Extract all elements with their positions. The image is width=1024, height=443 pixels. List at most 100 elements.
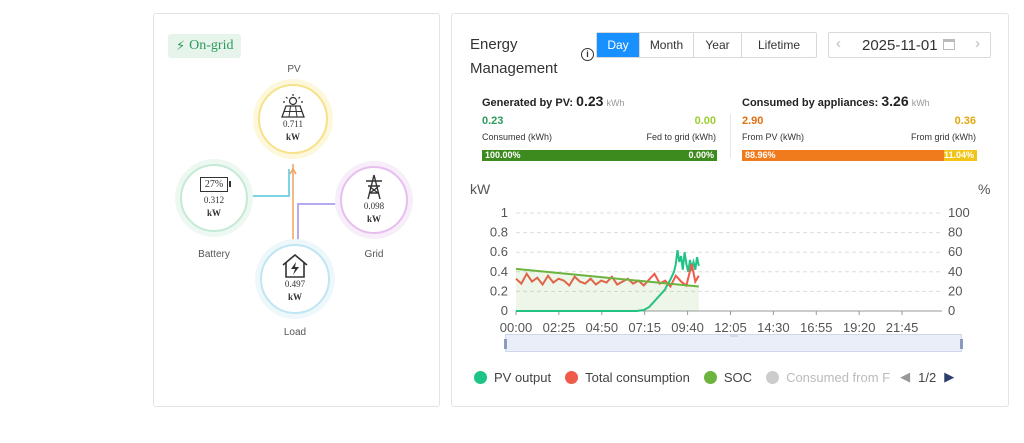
grid-status-text: On-grid bbox=[189, 38, 234, 53]
load-label: Load bbox=[283, 327, 307, 338]
legend-label: Total consumption bbox=[585, 369, 690, 385]
legend-total-consumption[interactable]: Total consumption bbox=[565, 370, 690, 385]
battery-unit: kW bbox=[206, 207, 221, 218]
chart-legend: PV output Total consumption SOC Consumed… bbox=[474, 369, 954, 385]
legend-label: SOC bbox=[723, 369, 753, 385]
load-value: 0.497 bbox=[284, 279, 306, 289]
battery-icon: 27% bbox=[200, 176, 231, 192]
grid-status-badge: ⚡︎ On-grid bbox=[168, 34, 242, 58]
load-unit: kW bbox=[287, 292, 302, 302]
solar-panel-icon bbox=[281, 94, 305, 118]
x-tick-label: 21:45 bbox=[886, 320, 919, 335]
slider-handle-top[interactable] bbox=[730, 334, 738, 337]
consumed-unit: kWh bbox=[911, 98, 930, 108]
slider-handle-left[interactable] bbox=[504, 339, 507, 349]
pv-value: 0.711 bbox=[283, 119, 303, 129]
legend-next-icon[interactable]: ▶ bbox=[944, 369, 955, 384]
generated-summary: Generated by PV: 0.23 kWh bbox=[482, 93, 624, 109]
y-tick-label: 0.2 bbox=[490, 283, 508, 298]
x-tick-label: 12:05 bbox=[714, 320, 747, 335]
x-tick-label: 02:25 bbox=[543, 320, 576, 335]
fed-to-grid-value: 0.00 bbox=[694, 115, 716, 127]
consumed-summary: Consumed by appliances: 3.26 kWh bbox=[742, 93, 930, 109]
tab-month[interactable]: Month bbox=[640, 33, 694, 57]
generated-value: 0.23 bbox=[576, 93, 604, 109]
x-tick-label: 16:55 bbox=[800, 320, 833, 335]
from-pv-value: 2.90 bbox=[742, 115, 764, 127]
series-line-soc bbox=[515, 267, 699, 288]
tab-year[interactable]: Year bbox=[694, 33, 742, 57]
load-node[interactable]: 0.497 kW bbox=[260, 244, 330, 314]
pv-label: PV bbox=[287, 64, 301, 75]
generated-label: Generated by PV: bbox=[482, 97, 574, 109]
from-grid-label: From grid (kWh) bbox=[911, 132, 976, 142]
y2-tick-label: 20 bbox=[948, 283, 962, 298]
generated-bar-left: 100.00% bbox=[485, 150, 521, 160]
pv-consumed-value: 0.23 bbox=[482, 115, 504, 127]
slider-handle-right[interactable] bbox=[960, 339, 963, 349]
soc-area bbox=[516, 268, 699, 311]
battery-value: 0.312 bbox=[203, 194, 225, 205]
tab-lifetime[interactable]: Lifetime bbox=[757, 38, 801, 52]
energy-chart[interactable]: kW % 1 0.8 0.6 0.4 0.2 0 100 80 60 40 20 0 00:00 02:25 0… bbox=[452, 166, 1008, 341]
x-tick-label: 19:20 bbox=[843, 320, 876, 335]
consumed-ratio-bar: 88.96% 11.04% bbox=[742, 150, 977, 161]
consumed-value: 3.26 bbox=[881, 93, 909, 109]
panel-title: Energy Management bbox=[470, 36, 558, 77]
grid-node[interactable]: 0.098 kW bbox=[340, 166, 408, 234]
consumed-label: Consumed by appliances: bbox=[742, 97, 879, 109]
prev-date-icon[interactable]: ‹ bbox=[836, 35, 841, 52]
y2-tick-label: 100 bbox=[948, 205, 970, 220]
y-tick-label: 0 bbox=[501, 303, 508, 318]
grid-label: Grid bbox=[364, 249, 384, 260]
energy-management-panel: Energy Management i Day Month Year Lifet… bbox=[451, 13, 1009, 407]
x-tick-label: 07:15 bbox=[628, 320, 661, 335]
y2-tick-label: 80 bbox=[948, 225, 962, 240]
from-pv-label: From PV (kWh) bbox=[742, 132, 804, 142]
consumed-bar-right: 11.04% bbox=[943, 150, 977, 161]
tab-day[interactable]: Day bbox=[597, 33, 640, 57]
pv-unit: kW bbox=[285, 132, 300, 142]
legend-soc[interactable]: SOC bbox=[703, 369, 753, 385]
legend-page: 1/2 bbox=[918, 369, 937, 385]
legend-dot bbox=[565, 370, 579, 384]
info-icon[interactable]: i bbox=[581, 48, 594, 61]
from-grid-value: 0.36 bbox=[954, 115, 976, 127]
pv-consumed-label: Consumed (kWh) bbox=[482, 132, 553, 142]
home-icon bbox=[282, 254, 308, 278]
legend-dot bbox=[474, 370, 487, 384]
legend-dot bbox=[766, 370, 780, 384]
legend-prev-icon[interactable]: ◀ bbox=[900, 369, 911, 384]
y-axis-unit-right: % bbox=[978, 181, 990, 197]
fed-to-grid-label: Fed to grid (kWh) bbox=[646, 132, 716, 142]
battery-node[interactable]: 27% 0.312 kW bbox=[180, 164, 248, 232]
date-value[interactable]: 2025-11-01 bbox=[862, 37, 938, 54]
legend-consumed-from[interactable]: Consumed from F bbox=[766, 370, 890, 385]
y2-tick-label: 0 bbox=[948, 303, 955, 318]
grid-unit: kW bbox=[366, 214, 381, 224]
battery-percent: 27% bbox=[204, 178, 224, 190]
y-tick-label: 1 bbox=[501, 205, 508, 220]
period-tabs: Day Month Year Lifetime bbox=[596, 32, 817, 58]
legend-dot bbox=[703, 370, 717, 384]
power-flow-panel: ⚡︎ On-grid PV 0.711 kW 27% 0.312 kW Batt… bbox=[153, 13, 440, 407]
time-range-slider[interactable] bbox=[504, 334, 963, 352]
y-tick-label: 0.6 bbox=[490, 244, 508, 259]
x-tick-label: 14:30 bbox=[757, 320, 790, 335]
summary-divider bbox=[730, 114, 731, 158]
legend-pv-output[interactable]: PV output bbox=[474, 370, 551, 385]
generated-bar-right: 0.00% bbox=[688, 150, 714, 160]
generated-ratio-bar: 100.00% 0.00% bbox=[482, 150, 717, 161]
pv-node[interactable]: 0.711 kW bbox=[258, 84, 328, 154]
battery-label: Battery bbox=[198, 249, 230, 260]
legend-label: Consumed from F bbox=[786, 369, 891, 385]
calendar-icon[interactable] bbox=[943, 39, 955, 50]
legend-label: PV output bbox=[494, 369, 552, 385]
date-picker[interactable]: ‹ 2025-11-01 › bbox=[828, 32, 991, 58]
next-date-icon[interactable]: › bbox=[975, 35, 980, 52]
flow-lines bbox=[247, 164, 343, 244]
tower-icon: ⚡︎ bbox=[176, 38, 186, 53]
y2-tick-label: 40 bbox=[948, 264, 962, 279]
grid-value: 0.098 bbox=[363, 201, 385, 211]
x-tick-label: 09:40 bbox=[671, 320, 704, 335]
